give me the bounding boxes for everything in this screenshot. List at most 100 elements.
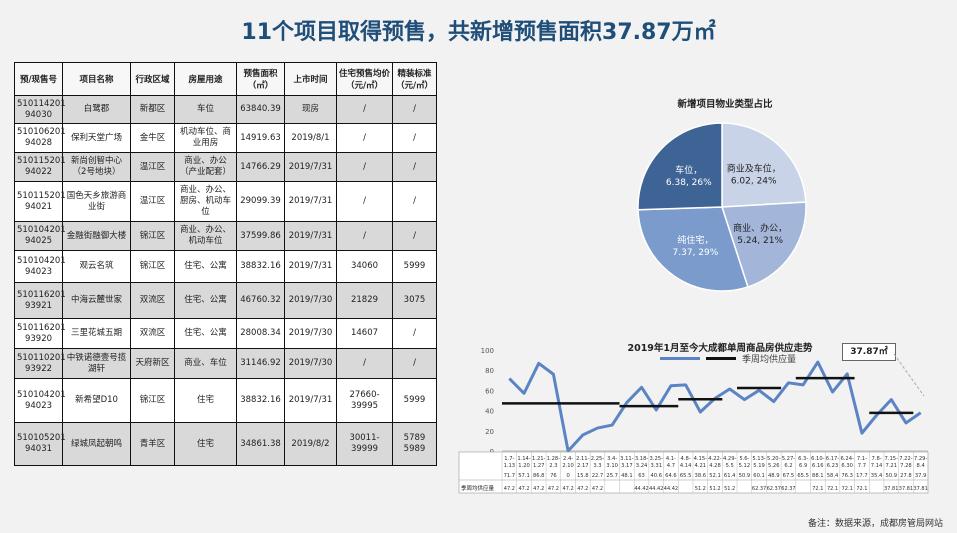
avg-value-label: 44.42: [664, 486, 678, 492]
x-tick-label: 2.25-: [591, 456, 605, 462]
table-cell-deco: /: [392, 123, 437, 153]
table-cell-name: 绿城凤起朝鸣: [62, 422, 131, 466]
table-cell-price: /: [336, 221, 393, 251]
table-cell-date: 2019/8/1: [284, 123, 337, 153]
table-row: 510110201 93922 中铁诺德壹号揽湖轩 天府新区 商业、车位 31146.9…: [14, 348, 437, 379]
table-cell-deco: /: [392, 318, 437, 349]
avg-value-label: 44.42: [634, 486, 648, 492]
source-note: 备注：数据来源，成都房管局网站: [807, 519, 943, 529]
data-value-label: 60.1: [753, 473, 765, 479]
data-value-label: 0: [566, 473, 569, 479]
table-cell-date: 2019/7/31: [284, 221, 337, 251]
pie-title: 新增项目物业类型占比: [677, 99, 773, 110]
x-tick-label-end: 4.14: [680, 463, 692, 469]
table-cell-date: 2019/7/31: [284, 181, 337, 222]
project-table: 预/现售号 项目名称 行政区域 房屋用途 预售面积（㎡） 上市时间 住宅预售均价（元/㎡）精…: [14, 62, 437, 466]
table-cell-district: 新都区: [130, 95, 175, 124]
data-value-label: 64.6: [665, 473, 677, 479]
x-tick-label-end: 4.28: [709, 463, 721, 469]
callout-connector: [893, 353, 925, 397]
data-value-label: 71.7: [504, 473, 516, 479]
table-cell-deco: /: [392, 181, 437, 222]
table-cell-area: 63840.39: [236, 95, 285, 124]
x-tick-label: 7.29-: [914, 456, 928, 462]
table-row: 510116201 93921 中海云麓世家 双流区 住宅、公寓 46760.32 201…: [14, 282, 437, 319]
table-cell-district: 天府新区: [130, 348, 175, 379]
table-cell-area: 31146.92: [236, 348, 285, 379]
x-tick-label: 5.13-: [752, 456, 766, 462]
avg-value-label: 47.2: [577, 486, 588, 492]
table-row: 510106201 94028 保利天堂广场 金牛区 机动车位、商业用房 14919.6…: [14, 123, 437, 153]
data-value-label: 22.7: [592, 473, 604, 479]
area-callout: 37.87㎡: [842, 343, 896, 361]
table-cell-no: 510115201 94022: [14, 152, 66, 182]
table-cell-use: 商业、办公、厨房、机动车位: [174, 181, 237, 222]
table-cell-no: 510104201 94023: [14, 378, 66, 423]
x-tick-label: 3.18-: [635, 456, 649, 462]
data-value-label: 65.5: [797, 473, 809, 479]
x-tick-label-end: 6.30: [841, 463, 853, 469]
table-cell-use: 住宅: [174, 422, 237, 466]
x-tick-label: 7.15-: [885, 456, 899, 462]
x-tick-label: 4.15-: [694, 456, 708, 462]
table-cell-name: 三里花城五期: [62, 318, 131, 349]
table-cell-deco: /: [392, 348, 437, 379]
table-cell-area: 38832.16: [236, 250, 285, 283]
avg-value-label: 37.81: [884, 486, 898, 492]
data-value-label: 50.9: [739, 473, 751, 479]
table-cell-deco: 3075: [392, 282, 437, 319]
x-tick-label: 6.3-: [798, 456, 808, 462]
avg-value-label: 72.1: [842, 486, 853, 492]
table-cell-price: 14607: [336, 318, 393, 349]
data-value-label: 57.1: [518, 473, 530, 479]
avg-value-label: 51.2: [709, 486, 720, 492]
table-cell-date: 2019/7/31: [284, 378, 337, 423]
y-tick-label: 80: [485, 367, 494, 375]
table-cell-deco: 5999: [392, 378, 437, 423]
avg-value-label: 44.42: [649, 486, 663, 492]
table-cell-name: 中铁诺德壹号揽湖轩: [62, 348, 131, 379]
y-tick-label: 40: [485, 408, 494, 416]
table-cell-date: 2019/7/30: [284, 318, 337, 349]
x-tick-label-end: 1.13: [504, 463, 516, 469]
data-value-label: 37.9: [915, 473, 927, 479]
table-cell-use: 住宅、公寓: [174, 282, 237, 319]
table-cell-date: 2019/7/30: [284, 282, 337, 319]
table-cell-deco: 5789 5989: [392, 422, 437, 466]
x-tick-label-end: 5.5: [726, 463, 734, 469]
x-tick-label: 3.11-: [620, 456, 634, 462]
data-value-label: 88.1: [812, 473, 824, 479]
y-tick-label: 20: [485, 428, 494, 436]
x-tick-label: 5.27-: [782, 456, 796, 462]
pie-label: 商业及车位，: [727, 162, 781, 174]
data-value-label: 52.1: [709, 473, 721, 479]
data-value-label: 27.8: [900, 473, 912, 479]
avg-value-label: 72.1: [827, 486, 838, 492]
legend-label: 季周均供应量: [742, 355, 797, 365]
legend-avg-swatch: [706, 357, 736, 360]
data-value-label: 50.9: [885, 473, 897, 479]
pie-slice: [720, 201, 807, 288]
data-value-label: 48.1: [621, 473, 633, 479]
pie-label: 纯住宅，: [677, 234, 713, 246]
data-value-label: 38.6: [695, 473, 707, 479]
table-cell-deco: /: [392, 152, 437, 182]
table-cell-price: 27660-39995: [336, 378, 393, 423]
x-tick-label-end: 5.26: [768, 463, 780, 469]
x-tick-label: 4.1-: [666, 456, 676, 462]
x-tick-label: 3.25-: [650, 456, 664, 462]
x-tick-label-end: 2.17: [577, 463, 589, 469]
table-cell-use: 住宅: [174, 378, 237, 423]
table-cell-area: 29099.39: [236, 181, 285, 222]
x-tick-label-end: 6.2: [784, 463, 792, 469]
table-cell-name: 中海云麓世家: [62, 282, 131, 319]
table-cell-date: 2019/7/31: [284, 250, 337, 283]
avg-value-label: 62.37: [781, 486, 795, 492]
x-tick-label-end: 5.19: [753, 463, 765, 469]
table-cell-no: 510116201 93920: [14, 318, 66, 349]
table-cell-date: 2019/8/2: [284, 422, 337, 466]
x-tick-label-end: 2.3: [549, 463, 557, 469]
data-value-label: 76: [550, 473, 557, 479]
table-cell-district: 双流区: [130, 318, 175, 349]
